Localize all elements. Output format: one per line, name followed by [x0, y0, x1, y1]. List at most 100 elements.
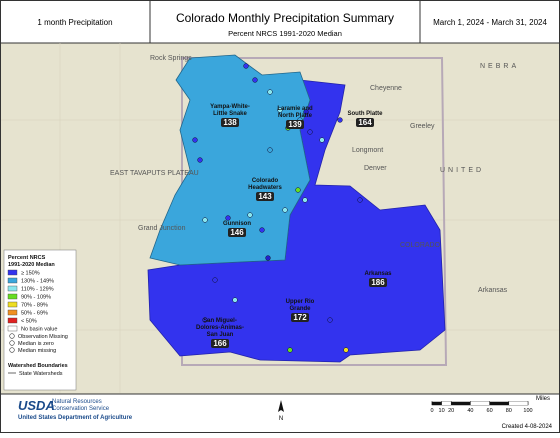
station [259, 227, 265, 233]
basin-name: Headwaters [248, 185, 282, 191]
place-label: Arkansas [478, 287, 508, 294]
basin-value: 138 [223, 118, 237, 127]
scale-segment [451, 402, 471, 405]
department: United States Department of Agriculture [18, 415, 133, 421]
legend-symbol [9, 333, 15, 339]
legend-symbol [9, 340, 15, 346]
basin-name: Little Snake [213, 111, 247, 117]
station [295, 187, 301, 193]
agency-line: Natural Resources [52, 399, 102, 405]
legend-swatch [7, 293, 18, 300]
station [319, 137, 325, 143]
basin-name: North Platte [278, 113, 313, 119]
legend-label: < 50% [21, 319, 37, 325]
subtitle: Percent NRCS 1991-2020 Median [228, 29, 342, 38]
legend-swatch [7, 317, 18, 324]
place-label: Rock Springs [150, 55, 192, 62]
legend-swatch [7, 277, 18, 284]
station [282, 207, 288, 213]
legend-symbol [9, 347, 15, 353]
station [243, 63, 249, 69]
basin-value-box [286, 120, 304, 129]
basin-value: 172 [293, 313, 307, 322]
basin-value-box [228, 228, 246, 237]
scale-label: 10 [439, 408, 445, 414]
basin-value-box [256, 192, 274, 201]
legend-label: State Watersheds [19, 371, 63, 377]
footer [1, 395, 559, 432]
north-arrow [278, 400, 284, 412]
north: N [279, 416, 283, 422]
station [357, 197, 363, 203]
agency: USDA [18, 398, 55, 413]
station [202, 217, 208, 223]
scale-segment [441, 402, 452, 405]
station [327, 317, 333, 323]
station [337, 117, 343, 123]
station [267, 147, 273, 153]
basin-value: 139 [288, 120, 302, 129]
legend-label: Observation Missing [18, 334, 68, 340]
place-label: NEBRA [480, 63, 519, 70]
basin-value: 164 [358, 118, 372, 127]
station [247, 212, 253, 218]
legend-label: Median missing [18, 348, 56, 354]
scale-unit: Miles [536, 396, 550, 402]
agency-line: Conservation Service [52, 406, 110, 412]
basin-name: Upper Rio [286, 299, 315, 305]
title: Colorado Monthly Precipitation Summary [176, 11, 394, 25]
basin-value-box [369, 278, 387, 287]
basin-value-box [291, 313, 309, 322]
basin-name: San Juan [207, 332, 234, 338]
scale-segment [470, 402, 490, 405]
basin-region-mid [149, 54, 311, 266]
station [252, 77, 258, 83]
place-label: Greeley [410, 123, 435, 130]
place-label: Denver [364, 165, 387, 172]
station [192, 137, 198, 143]
station [343, 347, 349, 353]
legend-subtitle: Watershed Boundaries [8, 363, 68, 369]
legend-swatch [7, 325, 18, 332]
station [267, 89, 273, 95]
scale-segment [489, 402, 509, 405]
legend-label: No basin value [21, 327, 57, 333]
station [303, 109, 309, 115]
station [225, 215, 231, 221]
station [277, 107, 283, 113]
legend-swatch [7, 285, 18, 292]
basin-name: Dolores-Animas- [196, 325, 244, 331]
station [212, 277, 218, 283]
basin-value-box [356, 118, 374, 127]
scale-label: 100 [523, 408, 532, 414]
scale-label: 0 [430, 408, 433, 414]
station [232, 297, 238, 303]
place-label: EAST TAVAPUTS PLATEAU [110, 170, 199, 177]
legend-label: 50% - 69% [21, 311, 48, 317]
header-left: 1 month Precipitation [37, 18, 112, 27]
station [302, 197, 308, 203]
station [287, 347, 293, 353]
basin-name: Gunnison [223, 221, 251, 227]
basin-name: South Platte [347, 111, 383, 117]
station [202, 317, 208, 323]
basin-name: San Miguel- [203, 318, 237, 324]
scale-label: 40 [467, 408, 473, 414]
basin-name: Laramie and [277, 106, 313, 112]
stations [192, 63, 363, 353]
basin-value: 143 [258, 192, 272, 201]
legend-label: 130% - 149% [21, 279, 54, 285]
basin-value: 186 [371, 278, 385, 287]
legend-swatch [7, 269, 18, 276]
place-label: Cheyenne [370, 85, 402, 92]
station [197, 157, 203, 163]
legend-label: ≥ 150% [21, 271, 40, 277]
basin-value-box [221, 118, 239, 127]
basin-name: Arkansas [364, 271, 392, 277]
dates: March 1, 2024 - March 31, 2024 [433, 18, 547, 27]
scale-segment [508, 402, 528, 405]
legend-label: Median is zero [18, 341, 54, 347]
basin-value: 166 [213, 339, 227, 348]
basin-name: Yampa-White- [210, 104, 250, 110]
